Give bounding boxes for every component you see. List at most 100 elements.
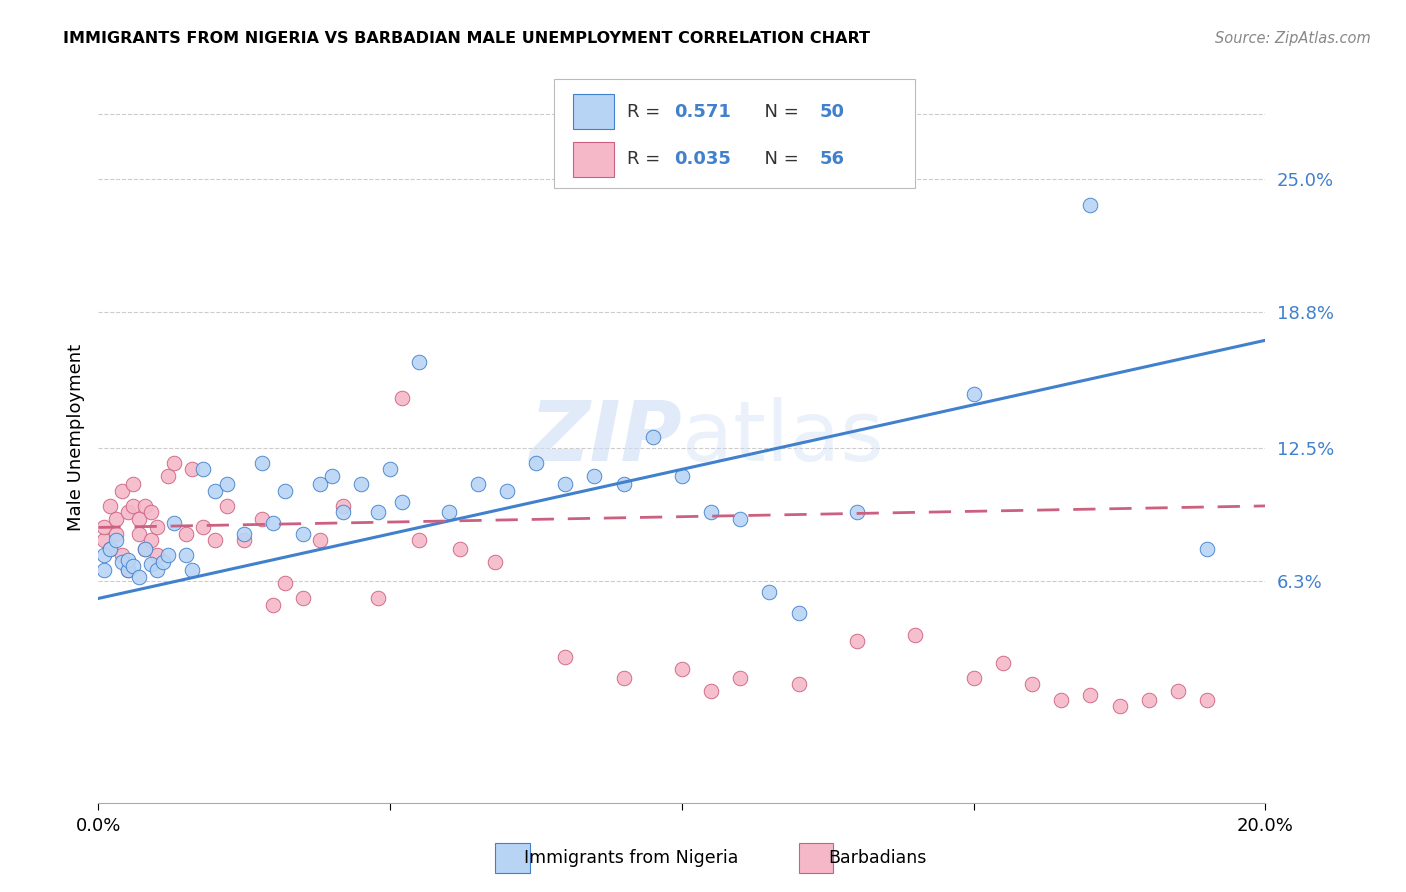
Point: [554, 477, 576, 491]
Text: ZIP: ZIP: [529, 397, 682, 477]
Point: [262, 516, 284, 530]
Point: [846, 505, 869, 519]
Point: [1195, 541, 1218, 556]
Point: [1080, 688, 1102, 702]
Point: [904, 628, 927, 642]
Point: [309, 533, 332, 548]
Text: 0.571: 0.571: [673, 103, 731, 120]
Point: [180, 462, 202, 476]
Point: [104, 527, 127, 541]
Point: [117, 552, 139, 566]
Text: R =: R =: [627, 103, 666, 120]
Point: [98, 541, 121, 556]
Point: [700, 505, 723, 519]
Point: [496, 483, 519, 498]
FancyBboxPatch shape: [799, 843, 834, 872]
Point: [291, 527, 314, 541]
Point: [93, 533, 115, 548]
Point: [122, 559, 145, 574]
Point: [962, 671, 984, 685]
Point: [174, 549, 197, 563]
Point: [1080, 198, 1102, 212]
Point: [1195, 692, 1218, 706]
FancyBboxPatch shape: [554, 78, 915, 188]
Point: [139, 533, 162, 548]
Point: [350, 477, 373, 491]
Point: [128, 527, 150, 541]
Point: [991, 656, 1014, 670]
Point: [612, 671, 634, 685]
Point: [367, 505, 389, 519]
Point: [104, 533, 127, 548]
Text: Source: ZipAtlas.com: Source: ZipAtlas.com: [1215, 31, 1371, 46]
Point: [730, 512, 752, 526]
Point: [93, 564, 115, 578]
Point: [671, 662, 693, 676]
Point: [391, 494, 413, 508]
Point: [111, 555, 134, 569]
Point: [758, 585, 780, 599]
Point: [128, 570, 150, 584]
Text: N =: N =: [754, 103, 804, 120]
Text: N =: N =: [754, 150, 804, 168]
Point: [321, 468, 343, 483]
Text: 0.035: 0.035: [673, 150, 731, 168]
Point: [408, 355, 430, 369]
Point: [93, 520, 115, 534]
Point: [134, 541, 156, 556]
Point: [787, 607, 810, 621]
Point: [730, 671, 752, 685]
Point: [641, 430, 664, 444]
Point: [332, 499, 354, 513]
Point: [163, 516, 186, 530]
Point: [139, 557, 162, 571]
Text: 56: 56: [820, 150, 845, 168]
Point: [671, 468, 693, 483]
Point: [380, 462, 402, 476]
Point: [157, 549, 180, 563]
FancyBboxPatch shape: [574, 94, 614, 129]
Point: [233, 533, 256, 548]
FancyBboxPatch shape: [574, 142, 614, 177]
Point: [437, 505, 460, 519]
Point: [215, 499, 238, 513]
FancyBboxPatch shape: [495, 843, 530, 872]
Text: IMMIGRANTS FROM NIGERIA VS BARBADIAN MALE UNEMPLOYMENT CORRELATION CHART: IMMIGRANTS FROM NIGERIA VS BARBADIAN MAL…: [63, 31, 870, 46]
Point: [262, 598, 284, 612]
Point: [146, 549, 169, 563]
Point: [250, 512, 273, 526]
Point: [163, 456, 186, 470]
Point: [274, 576, 297, 591]
Point: [122, 499, 145, 513]
Point: [583, 468, 606, 483]
Point: [204, 483, 226, 498]
Point: [554, 649, 576, 664]
Point: [117, 564, 139, 578]
Point: [612, 477, 634, 491]
Text: atlas: atlas: [682, 397, 883, 477]
Point: [215, 477, 238, 491]
Point: [117, 564, 139, 578]
Point: [484, 555, 506, 569]
Point: [233, 527, 256, 541]
Point: [467, 477, 489, 491]
Point: [524, 456, 547, 470]
Point: [180, 564, 202, 578]
Point: [332, 505, 354, 519]
Point: [157, 468, 180, 483]
Point: [1021, 677, 1043, 691]
Point: [174, 527, 197, 541]
Point: [1167, 684, 1189, 698]
Point: [1050, 692, 1073, 706]
Point: [204, 533, 226, 548]
Point: [408, 533, 430, 548]
Point: [391, 392, 413, 406]
Point: [700, 684, 723, 698]
Point: [274, 483, 297, 498]
Point: [122, 477, 145, 491]
Point: [98, 499, 121, 513]
Point: [139, 505, 162, 519]
Text: Barbadians: Barbadians: [828, 848, 927, 867]
Point: [146, 520, 169, 534]
Y-axis label: Male Unemployment: Male Unemployment: [66, 343, 84, 531]
